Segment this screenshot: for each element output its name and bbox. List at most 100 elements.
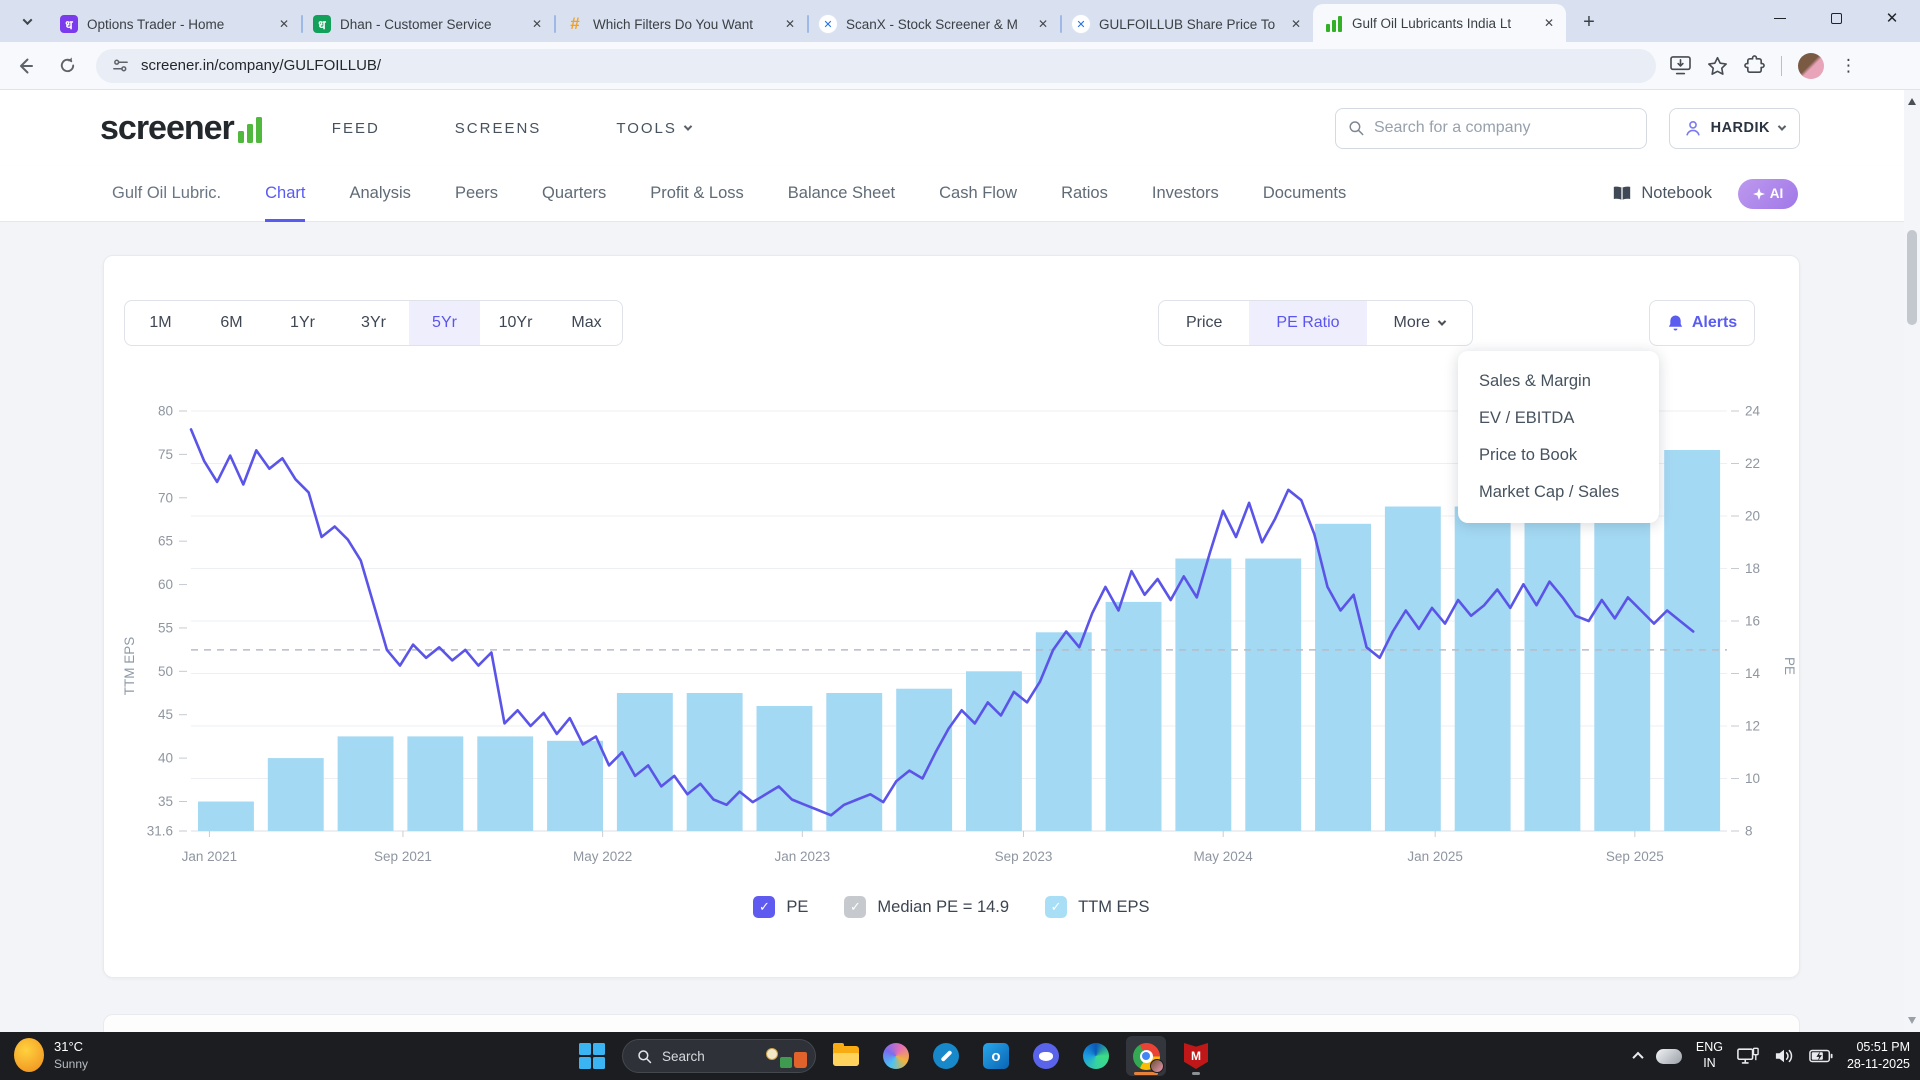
dropdown-item-price-to-book[interactable]: Price to Book [1479, 446, 1578, 464]
taskbar-search[interactable]: Search [622, 1039, 816, 1073]
checkbox-checked[interactable] [1045, 896, 1068, 918]
page-scrollbar[interactable] [1904, 90, 1920, 1032]
maximize-button[interactable] [1808, 0, 1864, 36]
subnav-tab-analysis[interactable]: Analysis [349, 184, 411, 202]
search-input[interactable] [1373, 119, 1634, 137]
ttm-eps-bar[interactable] [337, 736, 394, 831]
ttm-eps-bar[interactable] [407, 736, 464, 831]
subnav-tab-ratios[interactable]: Ratios [1061, 184, 1108, 202]
dropdown-item-market-cap-sales[interactable]: Market Cap / Sales [1479, 483, 1620, 501]
reload-button[interactable] [50, 49, 84, 83]
subnav-tab-profit-loss[interactable]: Profit & Loss [650, 184, 744, 202]
metric-button-price[interactable]: Price [1159, 301, 1249, 345]
tab-close-icon[interactable] [1540, 14, 1558, 32]
subnav-tab-quarters[interactable]: Quarters [542, 184, 607, 202]
company-name-link[interactable]: Gulf Oil Lubric. [112, 184, 222, 202]
metric-button-pe-ratio[interactable]: PE Ratio [1249, 301, 1367, 345]
ttm-eps-bar[interactable] [826, 693, 883, 831]
company-search[interactable] [1334, 107, 1647, 149]
pe-line[interactable] [189, 428, 1695, 817]
ttm-eps-bar[interactable] [1035, 632, 1092, 831]
browser-tab[interactable]: ध Options Trader - Home [48, 6, 301, 42]
new-tab-button[interactable]: + [1583, 10, 1595, 33]
tools-icon[interactable] [926, 1036, 966, 1076]
tab-close-icon[interactable] [1287, 15, 1305, 33]
alerts-button[interactable]: Alerts [1649, 300, 1755, 346]
language-indicator[interactable]: ENG IN [1696, 1040, 1723, 1071]
main-nav-feed[interactable]: FEED [332, 120, 380, 137]
range-button-3yr[interactable]: 3Yr [361, 314, 386, 331]
tab-close-icon[interactable] [1034, 15, 1052, 33]
range-button-max[interactable]: Max [571, 314, 602, 331]
range-button-5yr[interactable]: 5Yr [409, 301, 480, 345]
ttm-eps-bar[interactable] [1384, 506, 1441, 832]
range-button-1yr[interactable]: 1Yr [290, 314, 315, 331]
browser-menu-icon[interactable]: ⋮ [1840, 55, 1857, 75]
dropdown-item-ev-ebitda[interactable]: EV / EBITDA [1479, 409, 1575, 427]
range-button-10yr[interactable]: 10Yr [498, 314, 533, 331]
volume-icon[interactable] [1773, 1047, 1795, 1065]
subnav-tab-documents[interactable]: Documents [1262, 184, 1347, 202]
tab-close-icon[interactable] [528, 15, 546, 33]
metric-button-more[interactable]: More [1367, 301, 1472, 345]
extensions-icon[interactable] [1744, 55, 1765, 76]
subnav-tab-chart[interactable]: Chart [265, 166, 306, 222]
file-explorer-icon[interactable] [826, 1036, 866, 1076]
ttm-eps-bar[interactable] [1454, 506, 1511, 832]
edge-icon[interactable] [1076, 1036, 1116, 1076]
range-button-1m[interactable]: 1M [149, 314, 172, 331]
checkbox-checked[interactable] [844, 896, 867, 918]
ai-button[interactable]: AI [1738, 178, 1798, 209]
copilot-icon[interactable] [876, 1036, 916, 1076]
ttm-eps-bar[interactable] [616, 693, 673, 831]
tab-close-icon[interactable] [275, 15, 293, 33]
mcafee-icon[interactable]: M [1176, 1036, 1216, 1076]
battery-icon[interactable] [1809, 1049, 1833, 1063]
network-icon[interactable] [1737, 1047, 1759, 1066]
weather-widget[interactable]: 31°C Sunny [14, 1038, 88, 1072]
browser-tab[interactable]: ✕ ScanX - Stock Screener & M [807, 6, 1060, 42]
checkbox-checked[interactable] [753, 896, 776, 918]
ttm-eps-bar[interactable] [198, 801, 254, 832]
browser-tab[interactable]: ✕ GULFOILLUB Share Price To [1060, 6, 1313, 42]
browser-tab[interactable]: ध Dhan - Customer Service [301, 6, 554, 42]
ttm-eps-bar[interactable] [1664, 450, 1721, 831]
ttm-eps-bar[interactable] [1175, 558, 1232, 832]
profile-avatar[interactable] [1798, 52, 1824, 79]
ttm-eps-bar[interactable] [1105, 601, 1162, 831]
subnav-tab-peers[interactable]: Peers [454, 184, 499, 202]
scrollbar-thumb[interactable] [1907, 230, 1917, 325]
tab-search-button[interactable] [10, 4, 44, 38]
discord-icon[interactable] [1026, 1036, 1066, 1076]
main-nav-screens[interactable]: SCREENS [455, 120, 542, 137]
ttm-eps-bar[interactable] [1245, 558, 1302, 832]
minimize-button[interactable] [1752, 0, 1808, 36]
main-nav-tools[interactable]: TOOLS [616, 120, 693, 137]
back-button[interactable] [8, 49, 42, 83]
address-bar[interactable]: screener.in/company/GULFOILLUB/ [96, 48, 1656, 83]
browser-tab[interactable]: Gulf Oil Lubricants India Lt [1313, 4, 1566, 42]
ttm-eps-bar[interactable] [966, 671, 1022, 831]
notebook-button[interactable]: Notebook [1612, 184, 1712, 203]
outlook-icon[interactable]: o [976, 1036, 1016, 1076]
ttm-eps-bar[interactable] [267, 758, 324, 831]
ttm-eps-bar[interactable] [1524, 476, 1581, 831]
tray-chevron-up-icon[interactable] [1632, 1051, 1644, 1064]
tab-close-icon[interactable] [781, 15, 799, 33]
ttm-eps-bar[interactable] [896, 688, 953, 831]
browser-tab[interactable]: # Which Filters Do You Want [554, 6, 807, 42]
subnav-tab-balance-sheet[interactable]: Balance Sheet [787, 184, 896, 202]
ttm-eps-bar[interactable] [686, 693, 743, 831]
ttm-eps-bar[interactable] [547, 740, 603, 831]
install-app-icon[interactable] [1670, 56, 1691, 75]
ttm-eps-bar[interactable] [756, 706, 813, 831]
screener-logo[interactable]: screener [100, 111, 262, 145]
close-window-button[interactable]: ✕ [1885, 10, 1899, 27]
scroll-down-arrow-icon[interactable] [1908, 1017, 1916, 1024]
scroll-up-arrow-icon[interactable] [1908, 98, 1916, 105]
subnav-tab-investors[interactable]: Investors [1151, 184, 1219, 202]
chrome-icon[interactable] [1126, 1036, 1166, 1076]
clock[interactable]: 05:51 PM 28-11-2025 [1847, 1039, 1910, 1074]
subnav-tab-cash-flow[interactable]: Cash Flow [939, 184, 1018, 202]
bookmark-star-icon[interactable] [1707, 56, 1728, 76]
